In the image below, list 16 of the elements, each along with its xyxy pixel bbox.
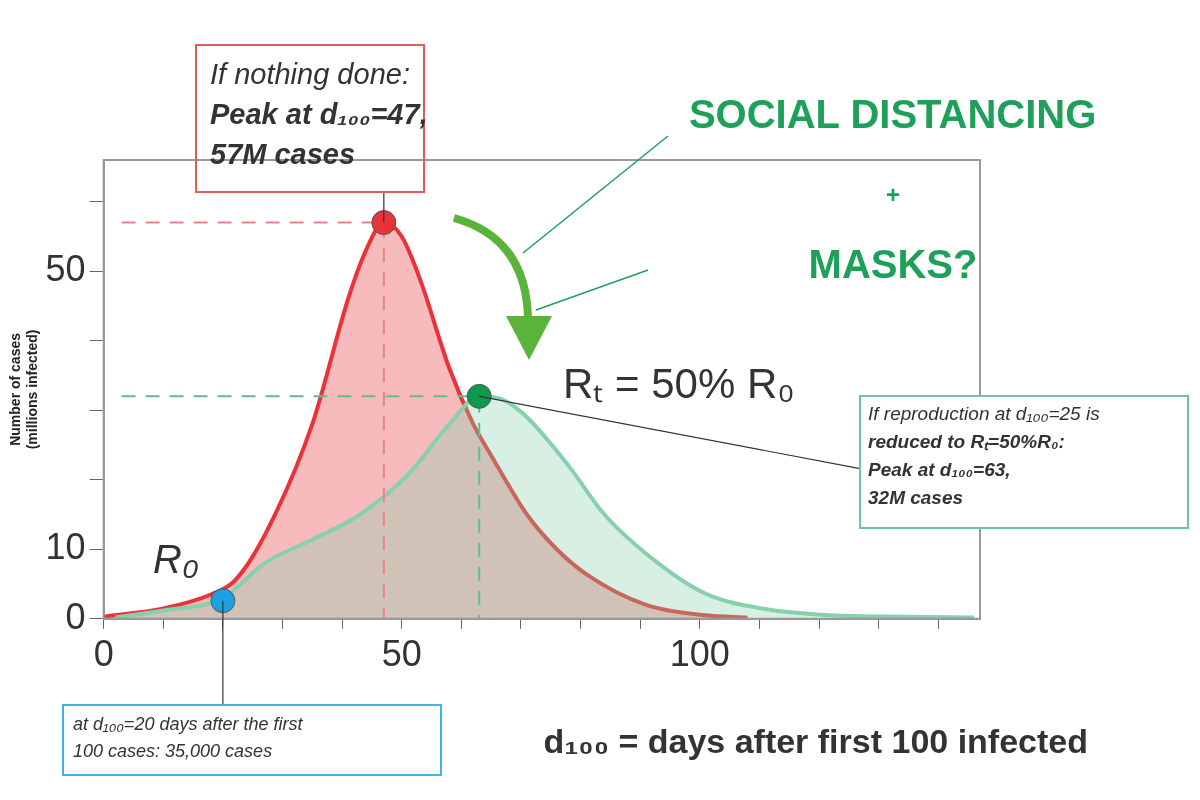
- annotation: If reproduction at d₁₀₀=25 is reduced to Rₜ=50%R₀: Peak at d₁₀₀=63, 32M cases: [868, 403, 1101, 509]
- point: [210, 588, 236, 614]
- x-tick-label: 0: [93, 633, 114, 675]
- x-axis-title: d₁₀₀ = days after first 100 infected: [543, 722, 1088, 760]
- x-tick-label: 50: [381, 633, 422, 675]
- point: [466, 383, 492, 409]
- point: [371, 210, 397, 236]
- annotation: R₀: [153, 537, 199, 581]
- annotation: at d₁₀₀=20 days after the first 100 cases: 35,000 cases: [73, 714, 304, 762]
- y-tick-label: 10: [45, 526, 86, 568]
- y-axis-title: Number of cases (millions infected): [7, 329, 41, 450]
- text: SOCIAL DISTANCING + MASKS?: [688, 92, 1097, 286]
- x-tick-label: 100: [669, 633, 730, 675]
- annotation: Rₜ = 50% R₀: [563, 360, 795, 407]
- y-tick-label: 50: [45, 248, 86, 290]
- y-tick-label: 0: [65, 595, 86, 637]
